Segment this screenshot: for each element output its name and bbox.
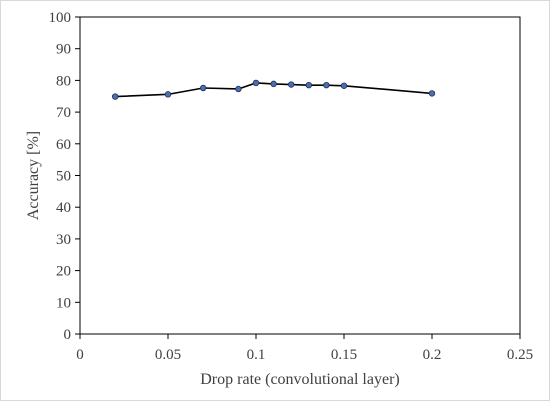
plot-area [79, 16, 521, 335]
y-tick-label: 50 [56, 169, 71, 185]
y-tick-label: 70 [56, 105, 71, 121]
series-markers [111, 79, 436, 100]
x-tick-label: 0.2 [423, 347, 442, 363]
y-tick-label: 40 [56, 200, 71, 216]
data-point [252, 79, 260, 87]
data-point [111, 93, 119, 100]
data-point [288, 81, 295, 88]
data-point [340, 82, 348, 89]
y-axis-ticks: 0 10 20 30 40 50 60 70 80 90 100 [49, 10, 80, 343]
y-tick-label: 0 [64, 327, 72, 343]
data-point [164, 91, 172, 98]
data-point [270, 80, 277, 88]
data-point [428, 90, 436, 97]
x-tick-label: 0.15 [331, 347, 357, 363]
y-axis-title: Accuracy [%] [25, 131, 42, 220]
data-point [323, 81, 330, 89]
x-axis-ticks: 0 0.05 0.1 0.15 0.2 0.25 [76, 334, 533, 363]
y-tick-label: 80 [56, 73, 71, 89]
x-tick-label: 0.05 [155, 347, 181, 363]
data-point [199, 84, 207, 92]
x-axis-title: Drop rate (convolutional layer) [200, 371, 399, 388]
y-tick-label: 20 [56, 264, 71, 280]
y-tick-label: 30 [56, 232, 71, 248]
y-tick-label: 60 [56, 137, 71, 153]
x-tick-label: 0 [76, 347, 84, 363]
y-tick-label: 90 [56, 42, 71, 58]
y-tick-label: 100 [49, 10, 72, 26]
x-tick-label: 0.1 [247, 347, 266, 363]
x-tick-label: 0.25 [507, 347, 533, 363]
plot-border [79, 16, 521, 335]
data-point [305, 81, 312, 89]
y-tick-label: 10 [56, 295, 71, 311]
data-point [235, 85, 242, 93]
